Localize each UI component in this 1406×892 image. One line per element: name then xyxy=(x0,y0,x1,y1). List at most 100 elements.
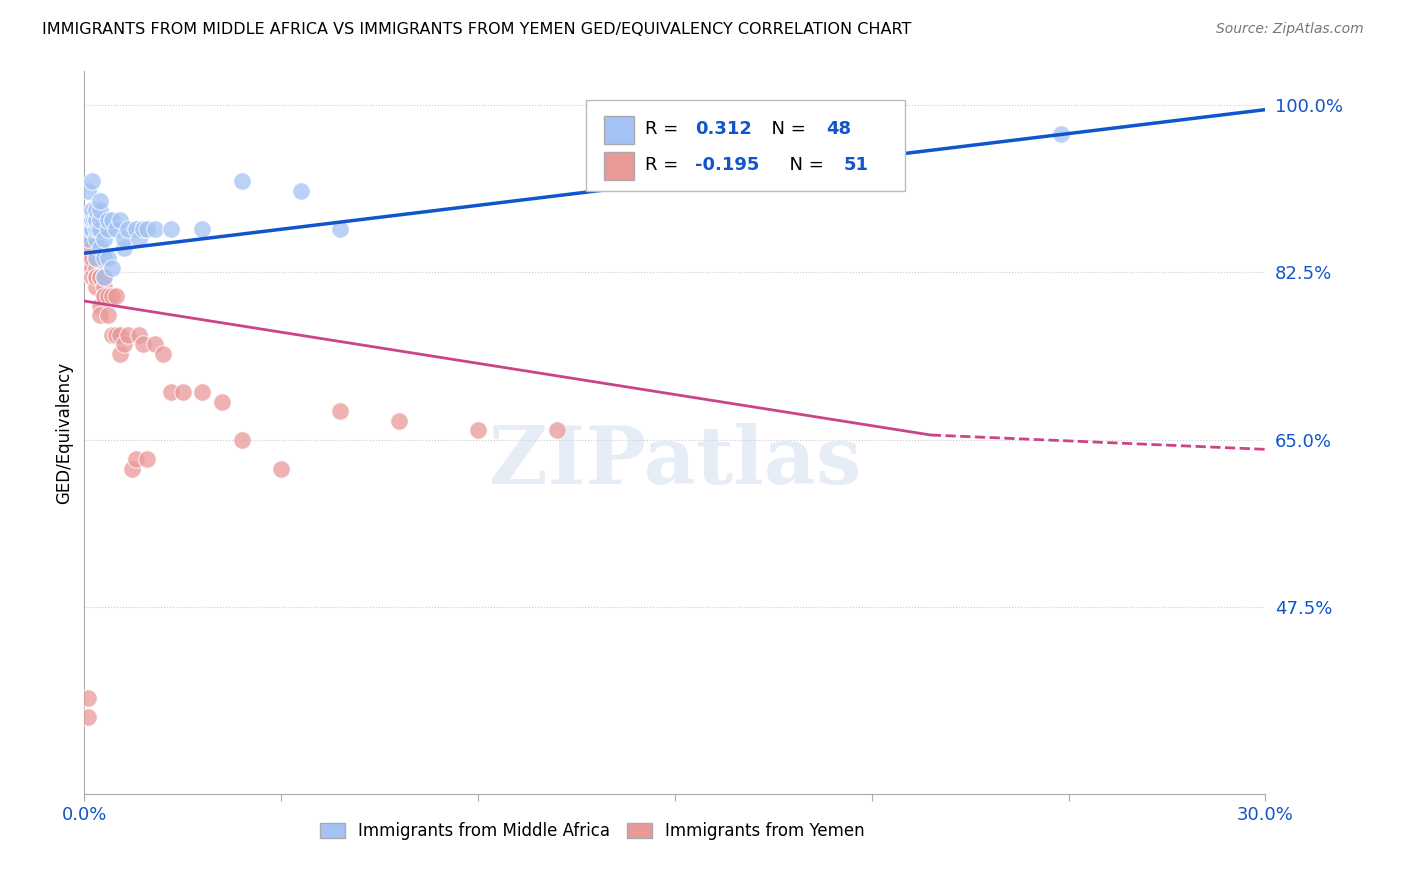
Text: 48: 48 xyxy=(827,120,851,138)
Point xyxy=(128,327,150,342)
Point xyxy=(136,452,159,467)
Point xyxy=(152,346,174,360)
Point xyxy=(82,174,104,188)
Point xyxy=(143,337,166,351)
Point xyxy=(108,212,131,227)
Point xyxy=(84,260,107,275)
Point xyxy=(79,212,101,227)
Bar xyxy=(605,116,634,144)
Point xyxy=(124,452,146,467)
Point xyxy=(84,279,107,293)
Legend: Immigrants from Middle Africa, Immigrants from Yemen: Immigrants from Middle Africa, Immigrant… xyxy=(314,815,872,847)
Point xyxy=(97,222,120,236)
Point xyxy=(329,404,352,418)
Point xyxy=(77,251,100,265)
Point xyxy=(77,691,100,706)
Point xyxy=(191,222,214,236)
Point xyxy=(84,270,107,285)
Point xyxy=(77,222,100,236)
Point xyxy=(1049,127,1071,141)
Point xyxy=(89,194,111,208)
Text: N =: N = xyxy=(778,156,830,174)
Point xyxy=(108,346,131,360)
Point xyxy=(89,241,111,255)
Point xyxy=(77,184,100,198)
Point xyxy=(82,212,104,227)
Point xyxy=(108,327,131,342)
Text: ZIPatlas: ZIPatlas xyxy=(489,423,860,500)
Y-axis label: GED/Equivalency: GED/Equivalency xyxy=(55,361,73,504)
Point xyxy=(112,232,135,246)
Point xyxy=(388,414,411,428)
Text: IMMIGRANTS FROM MIDDLE AFRICA VS IMMIGRANTS FROM YEMEN GED/EQUIVALENCY CORRELATI: IMMIGRANTS FROM MIDDLE AFRICA VS IMMIGRA… xyxy=(42,22,911,37)
Point xyxy=(329,222,352,236)
Point xyxy=(112,337,135,351)
Point xyxy=(160,384,183,399)
Point xyxy=(82,232,104,246)
Point xyxy=(77,222,100,236)
Point xyxy=(117,222,139,236)
Point xyxy=(172,384,194,399)
Text: 0.312: 0.312 xyxy=(695,120,752,138)
Point xyxy=(82,270,104,285)
Point xyxy=(101,260,124,275)
Point xyxy=(101,327,124,342)
Point xyxy=(84,251,107,265)
Point xyxy=(112,241,135,255)
Point xyxy=(467,423,489,437)
Point xyxy=(104,327,127,342)
Point xyxy=(93,270,115,285)
Point xyxy=(97,309,120,323)
Point xyxy=(82,203,104,218)
Point xyxy=(89,270,111,285)
Point xyxy=(75,212,97,227)
Point xyxy=(75,232,97,246)
Point xyxy=(84,232,107,246)
Point xyxy=(82,241,104,255)
Point xyxy=(117,327,139,342)
Point xyxy=(211,394,233,409)
Point xyxy=(84,270,107,285)
Point xyxy=(93,279,115,293)
Point xyxy=(136,222,159,236)
Point xyxy=(101,212,124,227)
FancyBboxPatch shape xyxy=(586,100,905,191)
Point xyxy=(89,203,111,218)
Point xyxy=(83,212,105,227)
Point xyxy=(93,270,115,285)
Point xyxy=(82,260,104,275)
Point xyxy=(546,423,568,437)
Point xyxy=(89,212,111,227)
Point xyxy=(84,251,107,265)
Point xyxy=(77,232,100,246)
Point xyxy=(89,299,111,313)
Text: R =: R = xyxy=(645,120,685,138)
Point xyxy=(84,203,107,218)
Point xyxy=(89,309,111,323)
Bar xyxy=(605,153,634,180)
Point xyxy=(97,251,120,265)
Point xyxy=(87,222,110,236)
Point xyxy=(89,270,111,285)
Point xyxy=(132,337,155,351)
Point xyxy=(104,289,127,303)
Point xyxy=(89,222,111,236)
Point xyxy=(93,251,115,265)
Point xyxy=(132,222,155,236)
Point xyxy=(231,174,253,188)
Point xyxy=(104,222,127,236)
Point xyxy=(124,222,146,236)
Point xyxy=(93,232,115,246)
Point xyxy=(84,212,107,227)
Point xyxy=(82,212,104,227)
Point xyxy=(97,289,120,303)
Point xyxy=(93,289,115,303)
Point xyxy=(128,232,150,246)
Point xyxy=(84,212,107,227)
Point xyxy=(231,433,253,447)
Point xyxy=(270,461,292,475)
Point xyxy=(93,289,115,303)
Point xyxy=(143,222,166,236)
Text: Source: ZipAtlas.com: Source: ZipAtlas.com xyxy=(1216,22,1364,37)
Text: 51: 51 xyxy=(844,156,869,174)
